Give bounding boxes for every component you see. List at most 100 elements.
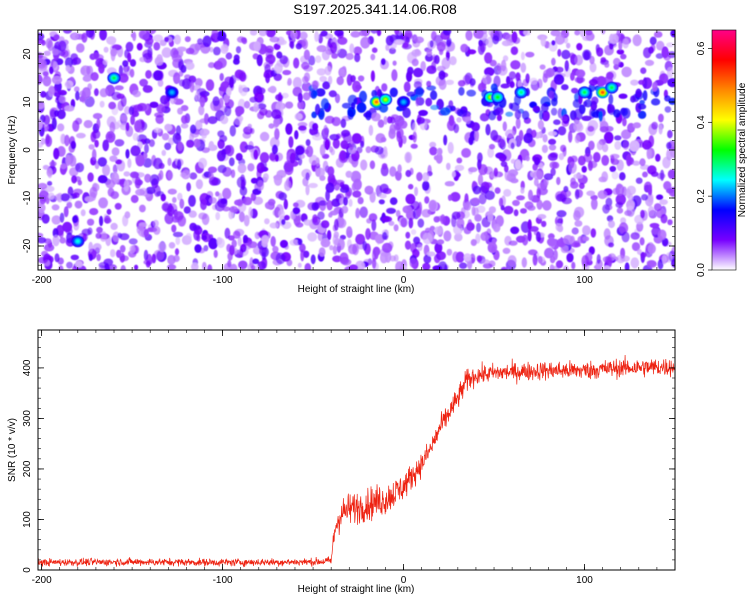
heatmap-cell [365,228,371,240]
heatmap-cell [312,214,318,224]
heatmap-cell [609,43,614,50]
spectrogram-y-tick-label: -20 [22,238,33,253]
heatmap-cell [636,221,644,232]
heatmap-cell [226,87,232,97]
heatmap-cell [320,98,329,110]
heatmap-cell [394,30,400,35]
heatmap-cell [195,120,203,131]
heatmap-cell [308,154,319,166]
heatmap-cell [403,81,411,93]
heatmap-cell [417,244,423,252]
heatmap-cell [516,195,525,201]
heatmap-cell [149,174,160,186]
heatmap-cell [96,118,101,130]
colorbar: 0.0 0.2 0.4 0.6 Normalized spectral amplitu… [696,29,748,277]
heatmap-cell [348,244,358,255]
heatmap-cell [329,245,334,251]
heatmap-cell [570,181,579,189]
heatmap-cell [659,199,668,206]
heatmap-cell [447,142,454,154]
heatmap-cell [550,107,558,116]
heatmap-cell [284,180,292,192]
heatmap-cell [644,59,655,66]
heatmap-cell [591,96,599,105]
heatmap-cell [318,33,323,44]
heatmap-cell [127,158,132,169]
heatmap-cell [532,253,538,266]
heatmap-cell [257,180,264,191]
heatmap-cell [292,77,302,89]
heatmap-cell [666,67,674,78]
heatmap-cell [289,239,300,246]
heatmap-cell [229,125,236,137]
heatmap-cell [332,234,339,246]
heatmap-cell [665,252,673,263]
heatmap-cell [574,30,581,36]
heatmap-cell [431,30,437,41]
heatmap-cell [92,113,103,120]
heatmap-cell [157,241,167,253]
heatmap-cell [204,194,213,206]
heatmap-cell [283,198,288,210]
heatmap-cell [525,51,535,58]
heatmap-cell [649,222,660,229]
heatmap-cell [57,123,65,132]
heatmap-cell [183,206,191,214]
heatmap-cell [312,80,319,90]
heatmap-cell [328,90,337,98]
heatmap-cell [528,189,533,201]
heatmap-cell [602,204,610,214]
heatmap-cell [222,187,232,200]
heatmap-cell [161,133,170,141]
heatmap-cell [262,173,269,181]
heatmap-cell [220,115,229,125]
heatmap-cell [502,121,507,132]
heatmap-cell [98,197,108,209]
heatmap-cell [657,259,664,270]
heatmap-cell [157,79,164,87]
heatmap-cell [622,38,629,49]
heatmap-cell [655,153,661,162]
heatmap-cell [253,149,259,160]
heatmap-cell [667,78,675,88]
heatmap-cell [345,53,354,60]
heatmap-cell [237,163,247,174]
heatmap-cell [388,220,395,226]
heatmap-cell [250,177,258,184]
heatmap-cell [175,236,181,245]
heatmap-cell [125,149,130,159]
heatmap-cell [111,147,120,156]
heatmap-cell [577,155,586,166]
heatmap-cell [438,79,447,90]
heatmap-cell [164,36,170,43]
heatmap-cell [354,53,361,63]
heatmap-cell [256,54,263,67]
heatmap-cell [153,41,161,51]
heatmap-cell [420,60,427,72]
heatmap-cell [197,38,203,45]
snr-y-tick-label: 200 [22,460,33,477]
heatmap-cell [642,171,648,178]
heatmap-cell [554,34,565,45]
heatmap-cell [98,261,109,269]
heatmap-cell [253,41,261,52]
heatmap-cell [176,46,187,52]
heatmap-cell [145,30,157,35]
heatmap-cell [464,201,472,211]
heatmap-cell [370,53,376,61]
heatmap-cell [652,81,658,92]
heatmap-cell [269,152,277,161]
heatmap-cell [593,152,601,163]
heatmap-cell [433,155,439,161]
heatmap-cell [303,250,310,258]
heatmap-cell [385,44,390,51]
heatmap-cell [275,252,286,265]
heatmap-cell [320,238,331,248]
heatmap-cell [663,181,672,191]
heatmap-cell [637,110,647,119]
snr-axes: -200 -100 0 100 0 100 200 300 400 [22,330,676,586]
heatmap-cell [484,182,493,189]
heatmap-cell [129,68,135,78]
heatmap-cell [273,43,281,50]
heatmap-cell [60,133,65,144]
